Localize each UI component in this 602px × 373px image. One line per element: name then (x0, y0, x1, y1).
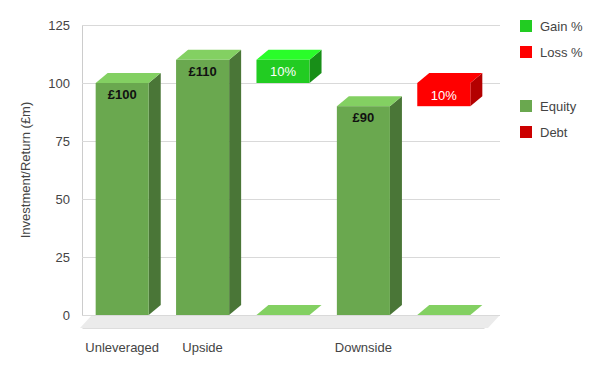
x-axis: Unleveraged Upside Downside (83, 328, 485, 355)
chart: 0 25 50 75 100 125 Unleveraged Upside Downside In… (0, 0, 602, 373)
y-axis-line (82, 26, 83, 316)
bar (256, 60, 309, 83)
bars (96, 50, 483, 315)
bar (256, 315, 309, 316)
data-label: 10% (270, 64, 296, 79)
y-axis-title: Investment/Return (£m) (18, 102, 33, 239)
y-axis: 0 25 50 75 100 125 (48, 18, 500, 323)
data-label: £110 (188, 64, 216, 79)
bar-3d (256, 305, 321, 315)
data-labels: 10% 10% £100 £110 £90 (108, 64, 458, 125)
bar-3d (96, 73, 161, 315)
legend-item: Loss % (520, 45, 583, 60)
legend-item: Debt (520, 125, 568, 140)
legend-swatch (520, 20, 532, 32)
bar-top (176, 50, 241, 60)
data-label: £90 (353, 110, 375, 125)
bar-top (96, 73, 161, 83)
grid-line (82, 315, 500, 316)
data-label: £100 (108, 87, 137, 102)
y-tick-label: 0 (63, 308, 70, 323)
bar-3d (337, 96, 402, 315)
bar (417, 83, 470, 106)
bar-3d (176, 50, 241, 315)
x-axis-line (83, 328, 485, 329)
x-tick-label: Upside (182, 340, 222, 355)
legend: Gain % Loss % Equity Debt (520, 19, 583, 140)
x-tick-label: Downside (335, 340, 392, 355)
bar-top (256, 50, 321, 60)
legend-label: Loss % (540, 45, 583, 60)
x-tick-label: Unleveraged (85, 340, 159, 355)
bar-3d (256, 50, 321, 83)
bar-top (417, 305, 482, 315)
bar (176, 60, 229, 315)
x-tick: Downside (335, 328, 392, 355)
bar-top (417, 73, 482, 83)
bar (96, 83, 149, 315)
x-tick: Unleveraged (85, 328, 159, 355)
data-label: 10% (431, 88, 457, 103)
bar-side (390, 96, 402, 315)
bar (337, 106, 390, 315)
bar-top (337, 96, 402, 106)
y-tick-label: 50 (56, 192, 70, 207)
legend-label: Debt (540, 125, 568, 140)
y-tick-label: 125 (48, 18, 70, 33)
legend-swatch (520, 46, 532, 58)
bar (417, 315, 470, 316)
floor (80, 315, 500, 328)
y-tick-label: 25 (56, 250, 70, 265)
bar-side (149, 73, 161, 315)
bar-3d (417, 73, 482, 106)
bar-3d (417, 305, 482, 315)
legend-item: Gain % (520, 19, 583, 34)
grid-line (82, 25, 500, 26)
y-tick-label: 100 (48, 76, 70, 91)
legend-swatch (520, 126, 532, 138)
bar-top (256, 305, 321, 315)
legend-swatch (520, 100, 532, 112)
legend-item: Equity (520, 99, 577, 114)
bar-side (229, 50, 241, 315)
legend-label: Gain % (540, 19, 583, 34)
legend-label: Equity (540, 99, 577, 114)
y-tick: 125 (48, 18, 500, 33)
x-tick: Upside (182, 328, 222, 355)
y-tick-label: 75 (56, 134, 70, 149)
